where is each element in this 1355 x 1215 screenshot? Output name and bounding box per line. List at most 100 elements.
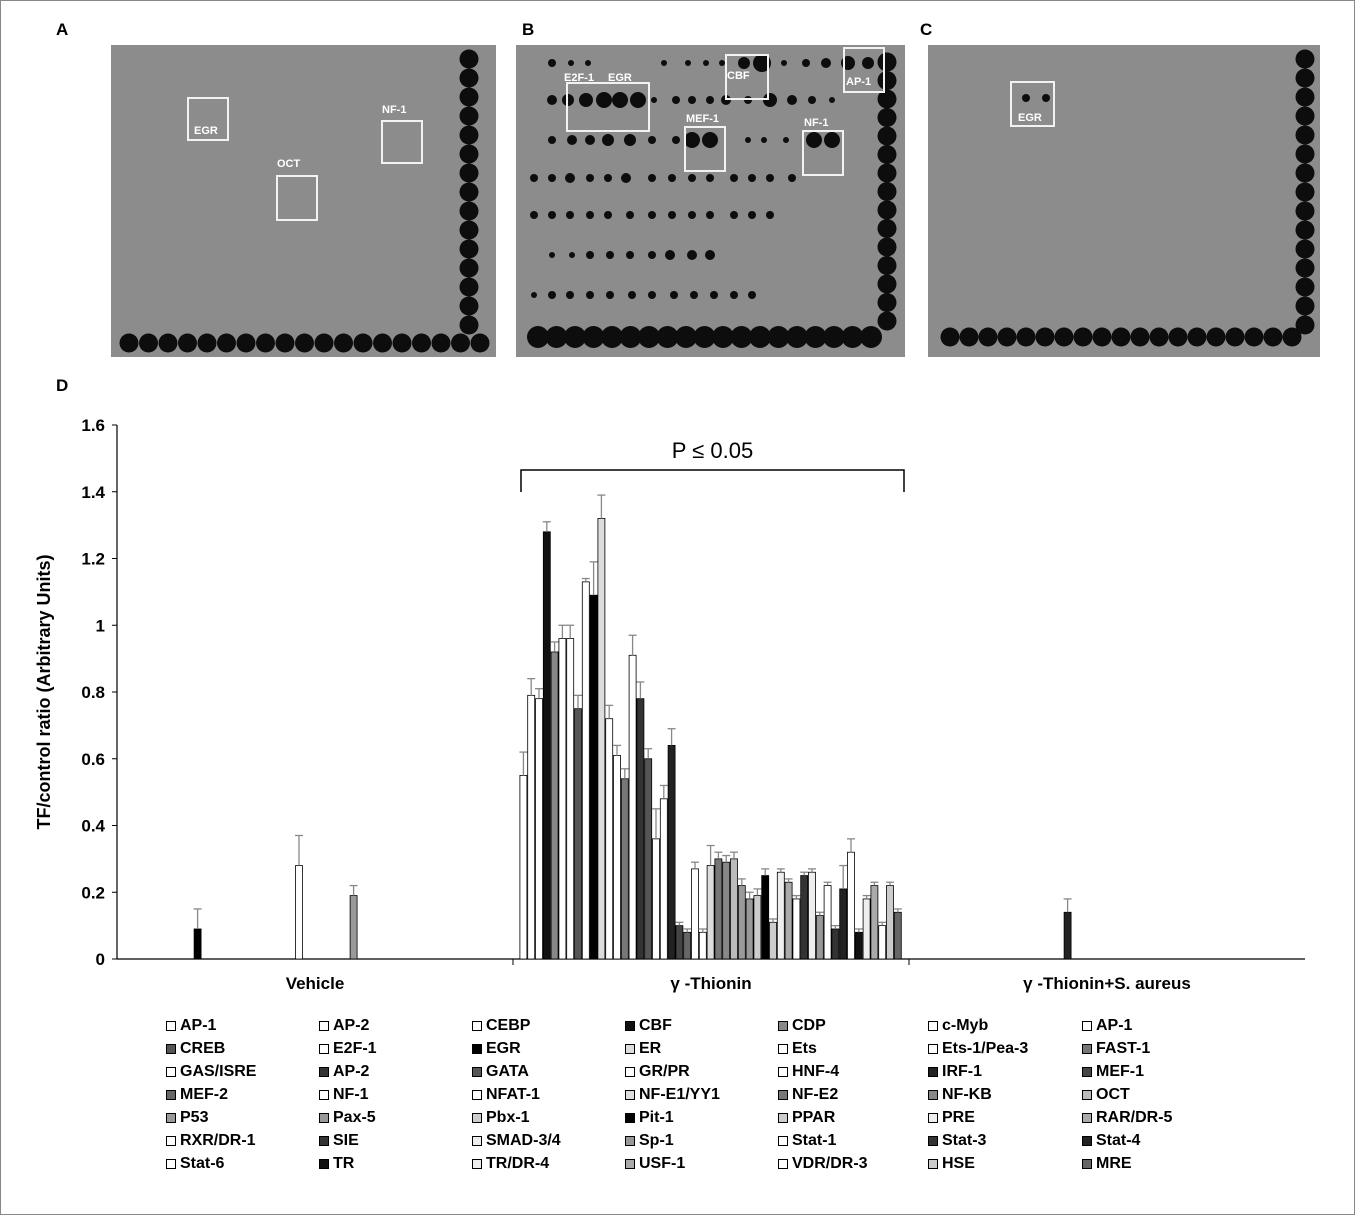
- legend-item: PRE: [928, 1108, 975, 1128]
- blot-label: NF-1: [382, 104, 406, 116]
- y-tick-label: 1.2: [81, 550, 105, 569]
- bar: [667, 744, 676, 960]
- legend-item: CEBP: [472, 1016, 530, 1036]
- array-spot: [766, 174, 774, 182]
- legend-item: RAR/DR-5: [1082, 1108, 1172, 1128]
- bar: [722, 861, 731, 960]
- legend-swatch: [928, 1090, 938, 1100]
- array-spot: [684, 132, 700, 148]
- legend-item: Pbx-1: [472, 1108, 530, 1128]
- blot-label: EGR: [608, 72, 632, 84]
- array-spot: [748, 211, 756, 219]
- control-spot: [1092, 327, 1112, 347]
- legend-swatch: [1082, 1136, 1092, 1146]
- legend-label: SIE: [333, 1132, 359, 1149]
- control-spot: [256, 333, 275, 353]
- array-spot: [548, 136, 556, 144]
- legend-item: GR/PR: [625, 1062, 690, 1082]
- bar: [886, 885, 894, 960]
- control-spot: [295, 333, 314, 353]
- control-spot: [459, 68, 479, 88]
- array-spot: [706, 96, 714, 104]
- legend-swatch: [472, 1090, 482, 1100]
- legend-label: GR/PR: [639, 1063, 690, 1080]
- array-spot: [624, 134, 636, 146]
- legend-item: AP-2: [319, 1016, 369, 1036]
- array-spot: [602, 134, 614, 146]
- y-tick-label: 1: [96, 616, 105, 635]
- array-spot: [606, 251, 614, 259]
- legend-swatch: [166, 1044, 176, 1054]
- bar: [706, 865, 715, 960]
- legend-label: c-Myb: [942, 1017, 989, 1034]
- control-spot: [675, 326, 697, 348]
- control-spot: [197, 333, 217, 353]
- array-spot: [586, 251, 594, 259]
- control-spot: [638, 326, 660, 348]
- array-spot: [648, 211, 656, 219]
- control-spot: [545, 326, 568, 348]
- legend-swatch: [778, 1159, 788, 1169]
- bar: [349, 895, 358, 960]
- array-spot: [781, 60, 787, 66]
- control-spot: [940, 327, 960, 347]
- array-spot: [648, 251, 656, 259]
- array-spot: [612, 92, 628, 108]
- legend-label: AP-2: [333, 1017, 370, 1034]
- array-spot: [1042, 94, 1050, 102]
- bar: [519, 775, 528, 960]
- control-spot: [877, 219, 897, 238]
- control-spot: [373, 333, 392, 353]
- control-spot: [877, 200, 897, 220]
- legend-swatch: [1082, 1021, 1092, 1031]
- control-spot: [619, 326, 642, 348]
- legend-item: GATA: [472, 1062, 529, 1082]
- legend-label: AP-2: [333, 1063, 370, 1080]
- legend-label: Sp-1: [639, 1132, 674, 1149]
- highlight-box: [276, 175, 318, 221]
- legend-label: VDR/DR-3: [792, 1155, 868, 1172]
- group-label: γ -Thionin: [670, 974, 751, 993]
- legend-item: NF-E1/YY1: [625, 1085, 720, 1105]
- legend-item: GAS/ISRE: [166, 1062, 256, 1082]
- bar: [527, 694, 536, 960]
- array-spot: [748, 174, 756, 182]
- legend-label: Stat-4: [1096, 1132, 1141, 1149]
- control-spot: [1295, 106, 1315, 126]
- bar: [847, 851, 855, 960]
- legend-swatch: [319, 1159, 329, 1169]
- control-spot: [1295, 296, 1315, 316]
- legend-swatch: [319, 1113, 329, 1123]
- legend-label: MRE: [1096, 1155, 1132, 1172]
- control-spot: [1295, 163, 1315, 183]
- array-spot: [568, 60, 574, 66]
- legend-swatch: [166, 1067, 176, 1077]
- bar: [776, 871, 785, 960]
- y-tick-label: 0.2: [81, 883, 105, 902]
- control-spot: [353, 333, 373, 353]
- array-spot: [719, 60, 725, 66]
- control-spot: [459, 182, 479, 202]
- array-spot: [766, 211, 774, 219]
- control-spot: [693, 326, 716, 348]
- control-spot: [877, 311, 897, 331]
- array-spot: [672, 96, 680, 104]
- legend-swatch: [166, 1136, 176, 1146]
- array-spot: [586, 174, 594, 182]
- array-spot: [808, 96, 816, 104]
- control-spot: [1295, 315, 1315, 335]
- legend-swatch: [928, 1044, 938, 1054]
- legend-swatch: [928, 1067, 938, 1077]
- control-spot: [877, 71, 897, 90]
- legend-label: E2F-1: [333, 1040, 377, 1057]
- legend-label: NF-1: [333, 1086, 369, 1103]
- control-spot: [877, 126, 897, 146]
- array-spot: [661, 60, 667, 66]
- bar: [878, 925, 887, 960]
- control-spot: [459, 258, 479, 278]
- legend-item: USF-1: [625, 1154, 685, 1174]
- legend-item: CDP: [778, 1016, 826, 1036]
- array-spot: [530, 211, 538, 219]
- legend-swatch: [166, 1021, 176, 1031]
- control-spot: [749, 326, 771, 348]
